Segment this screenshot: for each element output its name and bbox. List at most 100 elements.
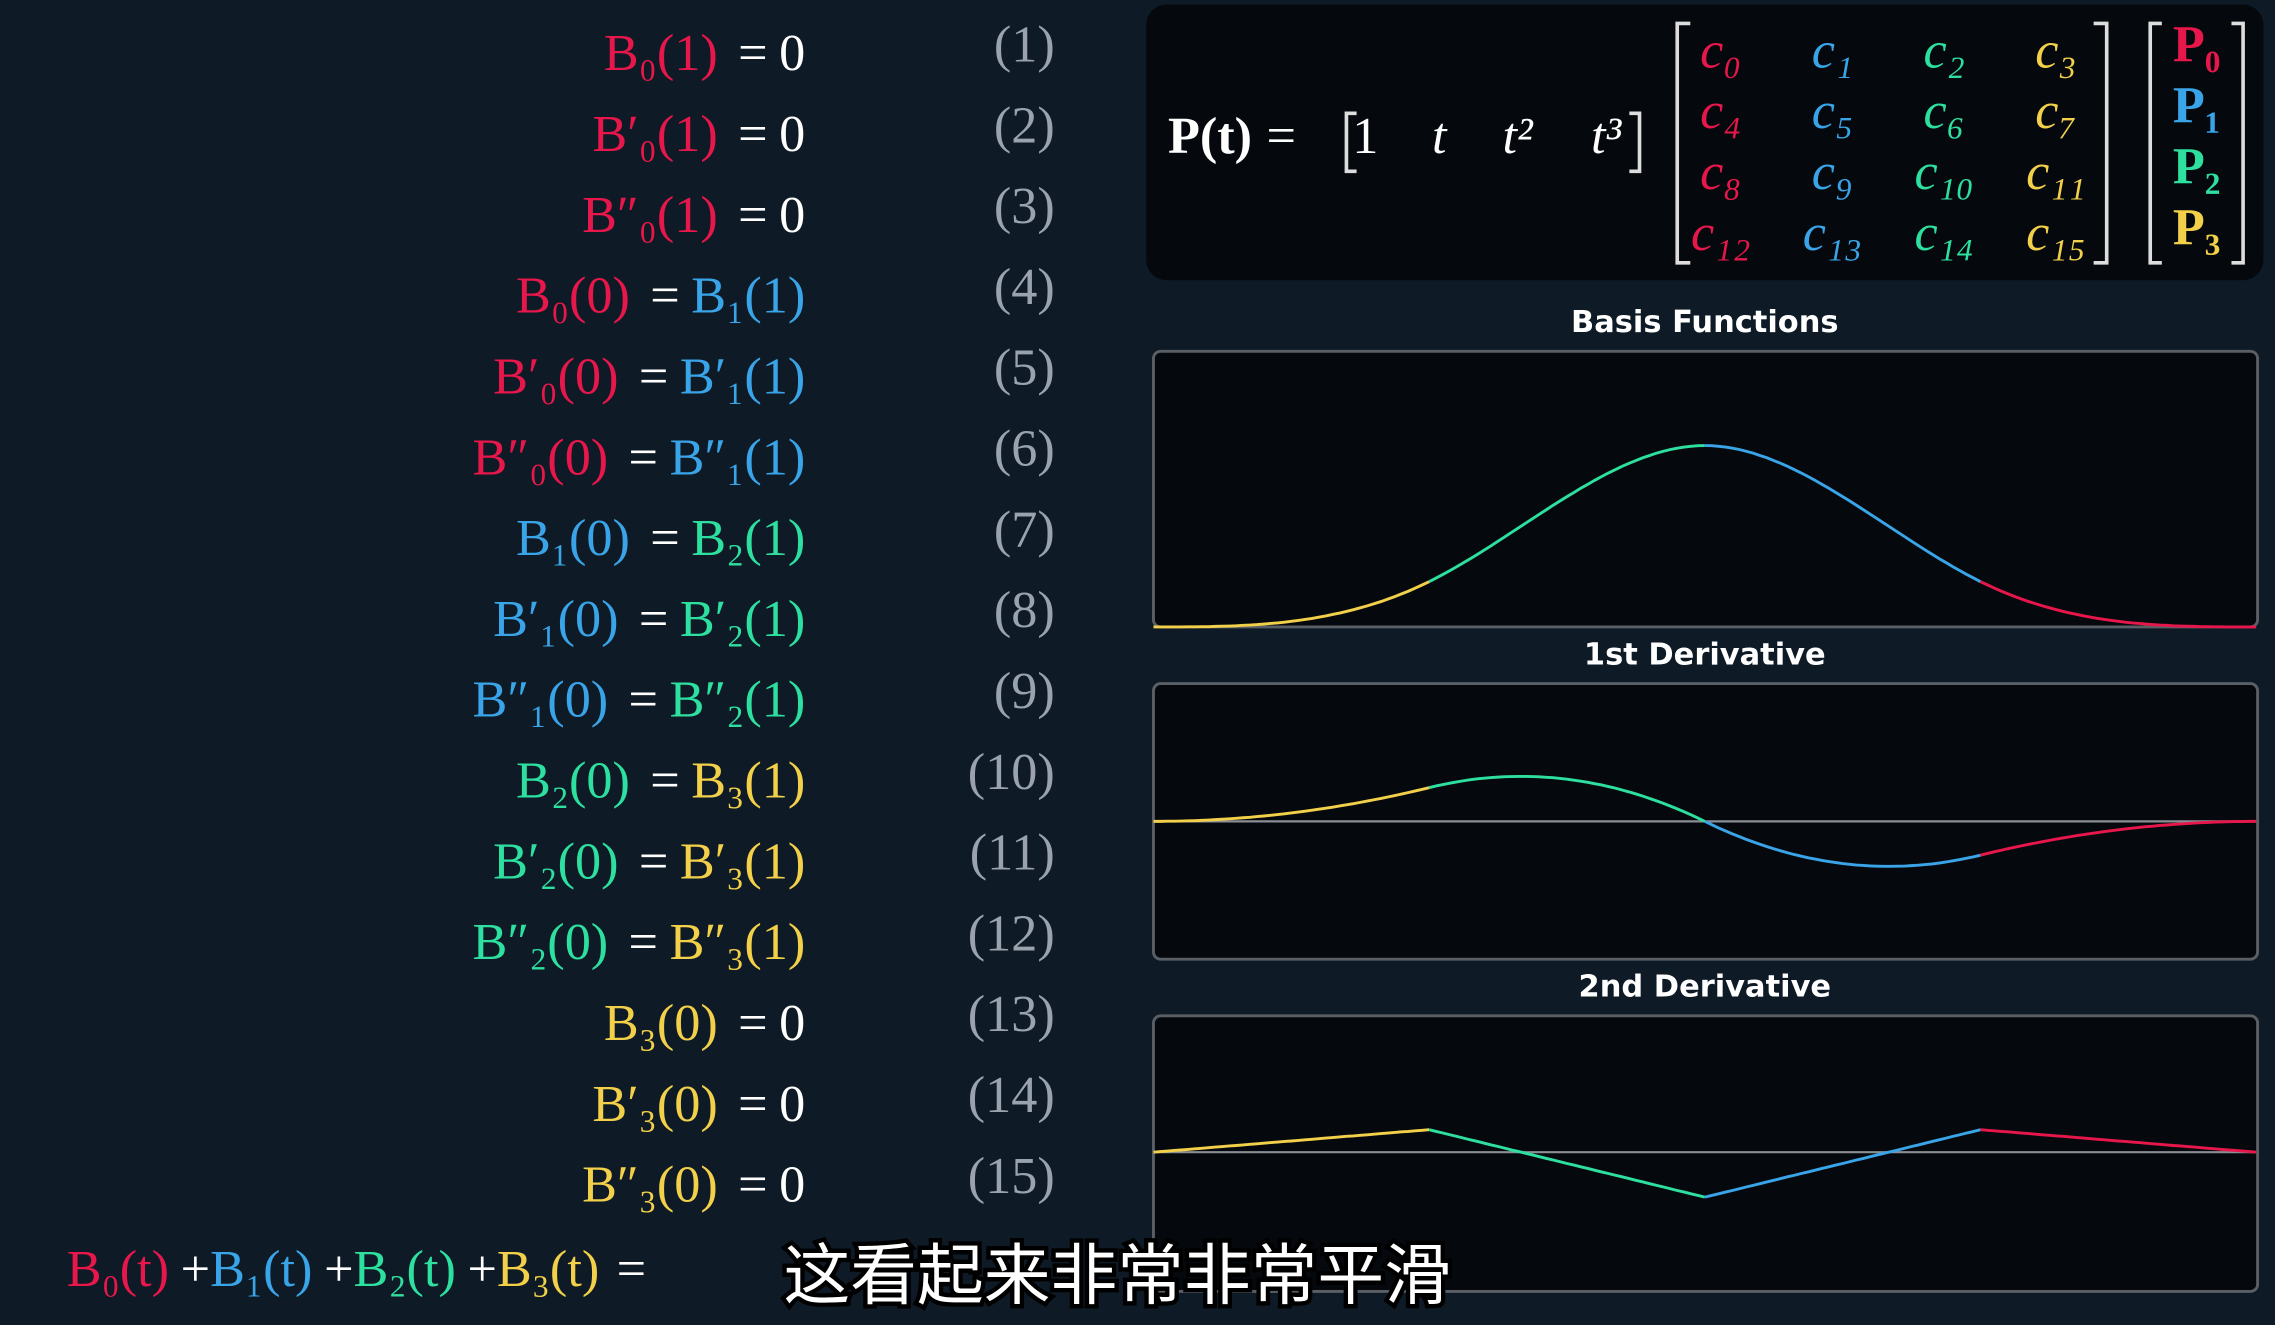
curve-segment — [1980, 819, 2257, 857]
equals: = — [617, 1240, 646, 1298]
point: P₃ — [2173, 198, 2221, 256]
equals: = — [738, 994, 767, 1052]
equation-number: (11) — [970, 824, 1055, 882]
equals: = — [629, 428, 658, 486]
subtitle: 这看起来非常非常平滑 — [784, 1236, 1451, 1314]
lhs: B₀(0) — [516, 267, 630, 325]
equation: B′₀(1) = 0 — [592, 105, 805, 163]
plot-title: 1st Derivative — [1584, 637, 1826, 672]
lhs: B′₀(0) — [493, 347, 618, 405]
equations: B₀(1) = 0 (1)B′₀(1) = 0 (2)B″₀(1) = 0 (3)B₀(0) = B₁… — [67, 15, 1055, 1298]
coefficient: c₄ — [1700, 82, 1741, 140]
plus: + — [324, 1240, 353, 1298]
equation: B′₀(0) = B′₁(1) — [493, 347, 805, 405]
coefficient: c₇ — [2035, 82, 2076, 140]
equation: B₃(0) = 0 — [604, 994, 805, 1052]
coefficient: c₂ — [1924, 21, 1965, 79]
coefficient: c₅ — [1812, 82, 1853, 140]
term: B₁(t) — [210, 1240, 312, 1298]
lhs: P(t) = — [1168, 107, 1296, 165]
equation-number: (3) — [994, 177, 1055, 235]
equation: B″₀(1) = 0 — [582, 186, 805, 244]
coefficient: c₁₁ — [2026, 143, 2086, 201]
equation: B′₂(0) = B′₃(1) — [493, 832, 805, 890]
lhs: B″₁(0) — [473, 671, 609, 729]
coefficient: c₆ — [1924, 82, 1965, 140]
coefficient: c₁ — [1812, 21, 1853, 79]
curve-segment — [1153, 580, 1430, 629]
equation-number: (6) — [994, 420, 1055, 478]
rhs: B″₃(1) — [670, 913, 806, 971]
equation: B″₁(0) = B″₂(1) — [473, 671, 806, 729]
plus: + — [181, 1240, 210, 1298]
lhs: B′₃(0) — [592, 1075, 717, 1133]
coefficient: c₁₀ — [1914, 143, 1974, 201]
equals: = — [1267, 107, 1296, 165]
rhs: B₃(1) — [691, 752, 805, 810]
lhs: B′₁(0) — [493, 590, 618, 648]
equals: = — [738, 186, 767, 244]
plot-box — [1152, 349, 2260, 629]
equation: B′₃(0) = 0 — [592, 1075, 805, 1133]
lhs: B₁(0) — [516, 509, 630, 567]
equals: = — [738, 1075, 767, 1133]
equation: B₂(0) = B₃(1) — [516, 752, 805, 810]
rhs: 0 — [779, 105, 805, 163]
lhs: B′₀(1) — [592, 105, 717, 163]
equation: B′₁(0) = B′₂(1) — [493, 590, 805, 648]
lhs: B″₃(0) — [582, 1156, 718, 1214]
equals: = — [629, 671, 658, 729]
lhs: B″₀(0) — [473, 428, 609, 486]
rhs: B′₂(1) — [680, 590, 805, 648]
curve-segment — [1704, 820, 1981, 868]
rhs: 0 — [779, 994, 805, 1052]
equation: B″₀(0) = B″₁(1) — [473, 428, 806, 486]
matrix-brackets — [1675, 21, 2109, 265]
equation-number: (4) — [994, 258, 1055, 316]
equals: = — [639, 347, 668, 405]
equation-number: (8) — [994, 581, 1055, 639]
matrix-equation: P(t) = 1 t t² t³ c₀ c₁ c₂ c₃ c₄ c₅ c₆ c₇ c₈ c₉ c₁₀ c₁₁ c₁₂… — [1168, 15, 2220, 262]
matrix-panel — [1146, 4, 2264, 281]
equation-number: (2) — [994, 96, 1055, 154]
plot-title: Basis Functions — [1571, 305, 1838, 340]
equals: = — [738, 24, 767, 82]
equation: B₁(0) = B₂(1) — [516, 509, 805, 567]
equals: = — [639, 832, 668, 890]
row-entry: t — [1432, 107, 1448, 165]
row-entry: t² — [1503, 107, 1535, 165]
row-entry: t³ — [1591, 107, 1623, 165]
lhs: B₃(0) — [604, 994, 718, 1052]
equals: = — [650, 267, 679, 325]
equation-number: (12) — [968, 904, 1055, 962]
curve-segment — [1153, 1128, 1430, 1154]
equals: = — [629, 913, 658, 971]
curve-segment — [1428, 444, 1705, 583]
term: B₂(t) — [354, 1240, 456, 1298]
equation: B″₂(0) = B″₃(1) — [473, 913, 806, 971]
lhs: B″₀(1) — [582, 186, 718, 244]
row-entry: 1 — [1352, 107, 1378, 165]
curve-segment — [1428, 1128, 1706, 1199]
rhs: B₁(1) — [691, 267, 805, 325]
rhs: B″₁(1) — [670, 428, 806, 486]
equals: = — [650, 509, 679, 567]
equals: = — [650, 752, 679, 810]
coefficient: c₁₂ — [1691, 204, 1751, 262]
point: P₀ — [2173, 15, 2221, 73]
curve-segment — [1979, 580, 2257, 629]
lhs: B′₂(0) — [493, 832, 618, 890]
equals: = — [738, 1156, 767, 1214]
plot-box — [1152, 1014, 2260, 1293]
point: P₁ — [2173, 76, 2221, 134]
point: P₂ — [2173, 137, 2221, 195]
coefficient: c₁₄ — [1914, 204, 1974, 262]
row-brackets — [1344, 111, 1642, 174]
equation-number: (1) — [994, 15, 1055, 73]
equals: = — [639, 590, 668, 648]
term: B₃(t) — [497, 1240, 599, 1298]
rhs: 0 — [779, 24, 805, 82]
coefficient: c₈ — [1700, 143, 1741, 201]
lhs: B₂(0) — [516, 752, 630, 810]
